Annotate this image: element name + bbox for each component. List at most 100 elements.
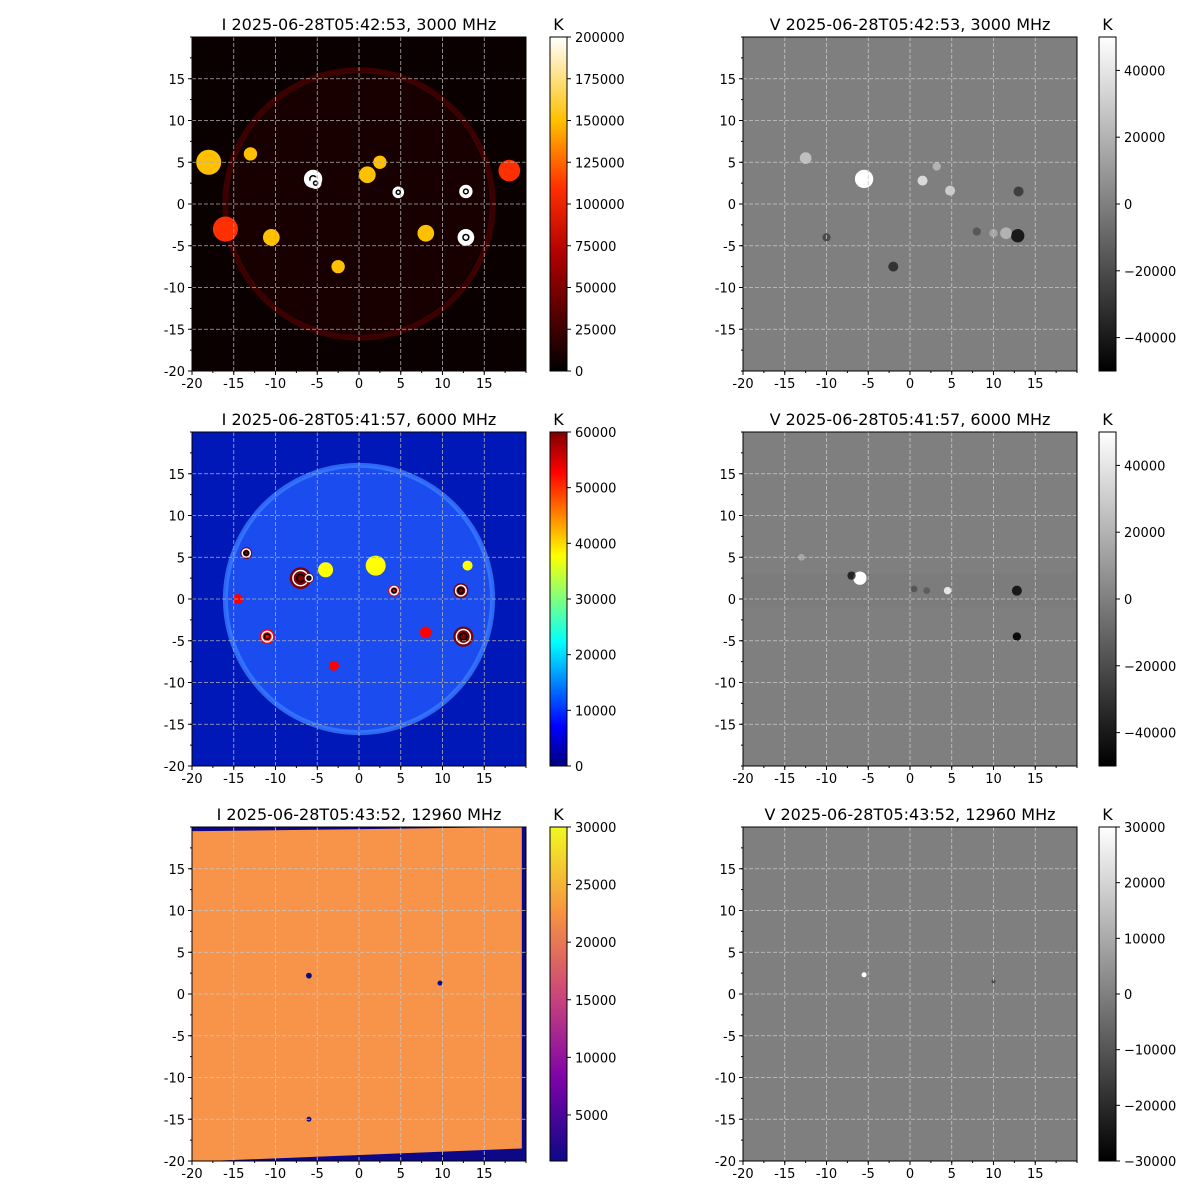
x-tick-label: 0 — [906, 1167, 914, 1182]
x-tick-label: 0 — [355, 772, 363, 787]
colorbar-tick-label: 20000 — [575, 936, 616, 951]
y-tick-label: -20 — [715, 1155, 736, 1170]
y-tick-label: 15 — [168, 468, 185, 483]
x-tick-label: 15 — [1027, 1167, 1044, 1182]
source-3 — [943, 586, 952, 595]
y-tick-label: 0 — [177, 198, 185, 213]
source-7 — [910, 585, 918, 593]
grid — [192, 827, 526, 1161]
x-tick-label: 0 — [355, 1167, 363, 1182]
colorbar-tick-label: 30000 — [575, 821, 616, 836]
x-tick-label: -5 — [311, 1167, 324, 1182]
panel-title: I 2025-06-28T05:43:52, 12960 MHz — [217, 805, 502, 824]
y-tick-label: 5 — [728, 156, 736, 171]
colorbar-tick-label: −20000 — [1124, 265, 1176, 280]
y-tick-label: 5 — [177, 551, 185, 566]
x-tick-label: -5 — [862, 377, 875, 392]
y-tick-label: 0 — [177, 988, 185, 1003]
contour-outer — [393, 187, 404, 198]
colorbar-tick-label: 10000 — [575, 704, 616, 719]
source-6 — [1011, 229, 1025, 243]
y-tick-label: -20 — [164, 365, 185, 380]
solar-disk — [229, 74, 489, 334]
contour-inner — [395, 189, 402, 196]
grid — [743, 827, 1077, 1161]
contour-outer — [454, 584, 467, 597]
y-tick-label: 0 — [728, 593, 736, 608]
colorbar-tick-label: −40000 — [1124, 332, 1176, 347]
y-tick-label: -5 — [172, 1030, 185, 1045]
colorbar-tick-label: −10000 — [1124, 1044, 1176, 1059]
x-tick-label: 5 — [948, 1167, 956, 1182]
contour-outer — [460, 186, 472, 197]
x-tick-label: -10 — [265, 772, 286, 787]
colorbar-tick-label: 5000 — [575, 1109, 608, 1124]
x-tick-label: -20 — [732, 772, 753, 787]
source-2 — [799, 152, 812, 164]
y-tick-label: 5 — [177, 156, 185, 171]
panel-title: V 2025-06-28T05:43:52, 12960 MHz — [764, 805, 1055, 824]
colorbar — [1098, 826, 1117, 1162]
colorbar-unit: K — [1102, 15, 1113, 34]
y-tick-label: -15 — [715, 718, 736, 733]
source-2 — [991, 979, 996, 984]
contour-inner — [391, 587, 397, 594]
colorbar-tick-label: 100000 — [575, 198, 625, 213]
source-3 — [917, 175, 928, 186]
panel-1: -20 -15 -10 -5 0 5 10 15 -20 -15 -10 -5 0 5 10 15 I 2025… — [164, 15, 625, 392]
y-tick-label: 10 — [719, 510, 736, 525]
colorbar-tick-label: 175000 — [575, 73, 625, 88]
colorbar — [549, 431, 568, 767]
colorbar-tick-label: −20000 — [1124, 1099, 1176, 1114]
contour-inner — [243, 550, 250, 556]
x-tick-label: -10 — [816, 377, 837, 392]
panel-title: I 2025-06-28T05:42:53, 3000 MHz — [222, 15, 497, 34]
y-tick-label: 5 — [728, 946, 736, 961]
y-tick-label: -15 — [164, 1113, 185, 1128]
y-tick-label: 15 — [719, 468, 736, 483]
y-tick-label: 0 — [728, 198, 736, 213]
colorbar-tick-label: 25000 — [575, 323, 616, 338]
panel-2: -20 -15 -10 -5 0 5 10 15 -15 -10 -5 0 5 10 15 V 2025-06… — [715, 15, 1176, 392]
contour-inner — [462, 233, 470, 242]
x-tick-label: 10 — [985, 1167, 1002, 1182]
source-2 — [437, 980, 443, 986]
colorbar-tick-label: 150000 — [575, 115, 625, 130]
y-tick-label: -15 — [715, 323, 736, 338]
y-tick-label: 5 — [177, 946, 185, 961]
x-tick-label: -20 — [181, 377, 202, 392]
x-tick-label: -10 — [265, 377, 286, 392]
x-tick-label: 15 — [476, 377, 493, 392]
colorbar-unit: K — [553, 805, 564, 824]
colorbar-tick-label: 40000 — [1124, 459, 1165, 474]
x-tick-label: -5 — [862, 772, 875, 787]
y-tick-label: 15 — [168, 73, 185, 88]
source-12 — [196, 149, 222, 175]
colorbar-tick-label: 30000 — [575, 593, 616, 608]
y-tick-label: -20 — [164, 760, 185, 775]
source-8 — [331, 259, 345, 274]
source-5 — [932, 162, 941, 171]
x-tick-label: 5 — [397, 772, 405, 787]
x-tick-label: -20 — [732, 1167, 753, 1182]
source-9 — [888, 261, 899, 272]
y-tick-label: -10 — [164, 1072, 185, 1087]
x-tick-label: 10 — [985, 377, 1002, 392]
source-12 — [989, 229, 998, 238]
panel-title: V 2025-06-28T05:41:57, 6000 MHz — [770, 410, 1051, 429]
x-tick-label: -5 — [862, 1167, 875, 1182]
y-tick-label: -10 — [164, 677, 185, 692]
colorbar-tick-label: −20000 — [1124, 660, 1176, 675]
panel-6: -20 -15 -10 -5 0 5 10 15 -20 -15 -10 -5 0 5 10 15 V 2025… — [715, 805, 1176, 1182]
colorbar-tick-label: 50000 — [575, 282, 616, 297]
colorbar-tick-label: 0 — [1124, 198, 1132, 213]
source-5 — [1012, 632, 1022, 641]
y-tick-label: -5 — [172, 240, 185, 255]
colorbar-tick-label: 0 — [1124, 988, 1132, 1003]
colorbar-tick-label: 10000 — [575, 1051, 616, 1066]
source-12 — [318, 562, 334, 578]
x-tick-label: -20 — [181, 772, 202, 787]
colorbar-tick-label: −30000 — [1124, 1155, 1176, 1170]
grid — [743, 432, 1077, 766]
source-11 — [972, 227, 981, 236]
